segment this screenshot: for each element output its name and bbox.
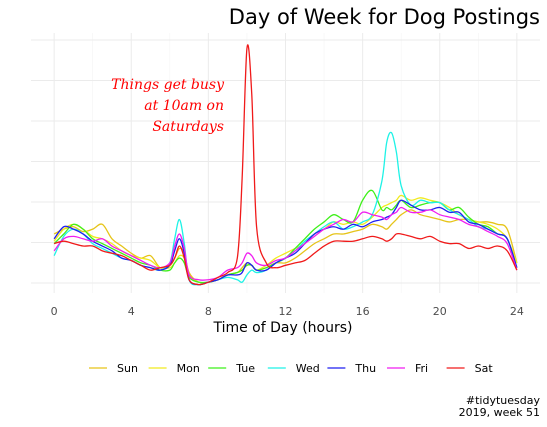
annotation-line-1: Things get busy xyxy=(111,77,225,93)
x-axis-ticks: 0 4 8 12 16 20 24 xyxy=(51,305,524,318)
x-tick-label: 0 xyxy=(51,305,58,318)
annotation: Things get busy at 10am on Saturdays xyxy=(111,77,225,135)
x-tick-label: 8 xyxy=(205,305,212,318)
legend-label-sun: Sun xyxy=(117,362,138,375)
grid xyxy=(31,33,540,293)
annotation-line-3: Saturdays xyxy=(152,119,224,135)
legend-label-tue: Tue xyxy=(235,362,255,375)
legend-label-fri: Fri xyxy=(415,362,428,375)
x-tick-label: 4 xyxy=(128,305,135,318)
x-tick-label: 24 xyxy=(510,305,524,318)
x-axis-label: Time of Day (hours) xyxy=(212,320,352,336)
series-line-fri xyxy=(53,206,518,281)
series-line-sat xyxy=(53,44,518,286)
series-line-mon xyxy=(53,194,518,284)
x-tick-label: 12 xyxy=(279,305,293,318)
legend-label-sat: Sat xyxy=(475,362,494,375)
chart-title: Day of Week for Dog Postings xyxy=(229,5,540,29)
x-tick-label: 16 xyxy=(356,305,370,318)
caption-line-1: #tidytuesday xyxy=(466,394,541,407)
legend-label-thu: Thu xyxy=(354,362,376,375)
legend: Sun Mon Tue Wed Thu Fri Sat xyxy=(89,362,493,375)
caption-line-2: 2019, week 51 xyxy=(459,406,540,419)
annotation-line-2: at 10am on xyxy=(144,98,224,114)
x-tick-label: 20 xyxy=(433,305,447,318)
series-lines xyxy=(53,44,518,286)
legend-label-mon: Mon xyxy=(177,362,200,375)
legend-label-wed: Wed xyxy=(296,362,320,375)
